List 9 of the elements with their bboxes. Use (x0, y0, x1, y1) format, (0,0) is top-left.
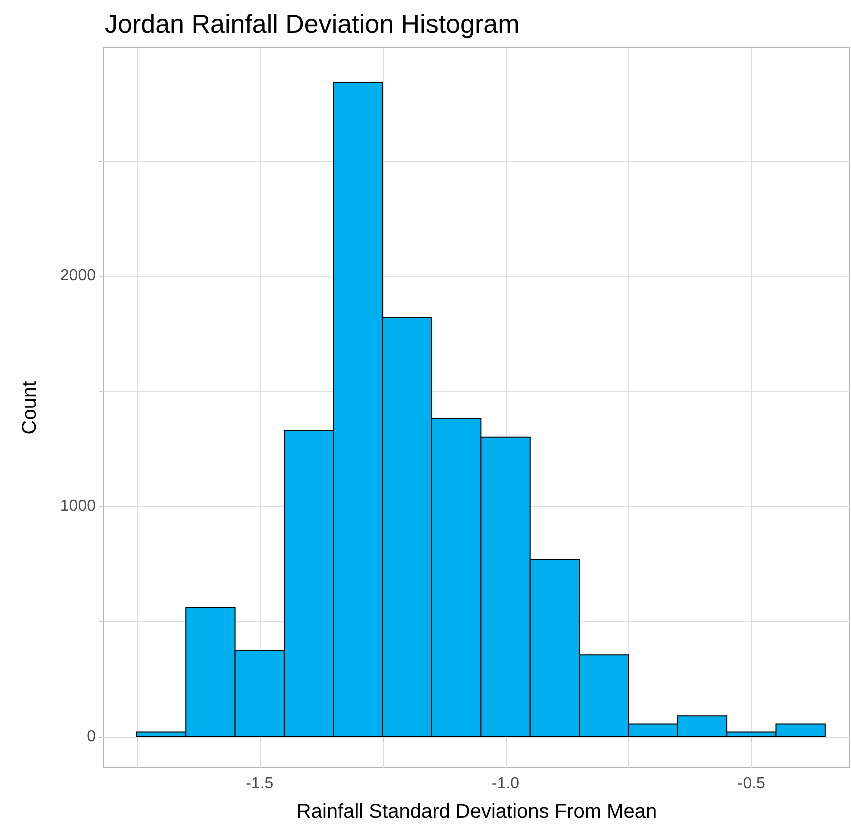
y-tick-label: 1000 (60, 498, 96, 515)
y-tick-label: 0 (87, 728, 96, 746)
chart-title: Jordan Rainfall Deviation Histogram (105, 9, 520, 39)
y-axis-title: Count (19, 380, 41, 435)
y-tick-label: 2000 (60, 268, 96, 285)
x-tick-label: -1.0 (492, 776, 520, 792)
x-tick-label: -1.5 (246, 776, 274, 792)
x-tick-label: -0.5 (738, 776, 766, 792)
x-axis-title: Rainfall Standard Deviations From Mean (296, 801, 658, 823)
